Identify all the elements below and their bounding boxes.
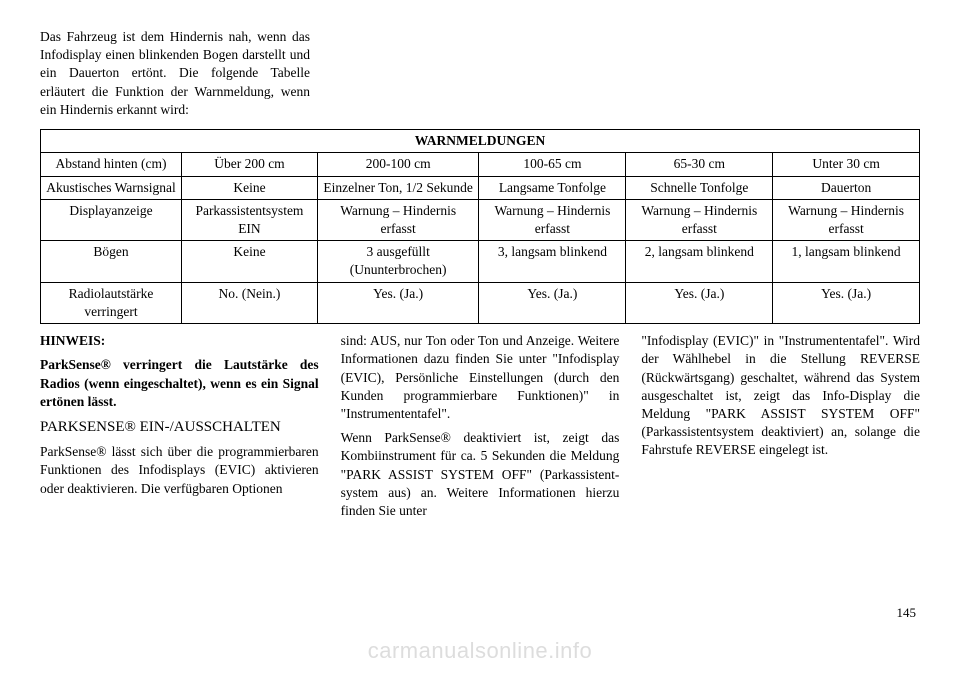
cell: Keine [181,176,317,199]
cell: Warnung – Hindernis erfasst [626,199,773,240]
cell: Über 200 cm [181,153,317,176]
watermark: carmanualsonline.info [0,636,960,666]
cell: Parkassistentsys­tem EIN [181,199,317,240]
body-text: "Infodisplay (EVIC)" in "Instrumen­tenta… [641,332,920,460]
section-heading: PARKSENSE® EIN-/AUSSCHALTEN [40,417,319,437]
cell: Yes. (Ja.) [773,282,920,323]
cell: Warnung – Hindernis erfasst [479,199,626,240]
cell: 3 ausgefüllt (Ununterbrochen) [317,241,478,282]
cell: 100-65 cm [479,153,626,176]
cell: Schnelle Tonfolge [626,176,773,199]
cell: 65-30 cm [626,153,773,176]
cell: Warnung – Hindernis erfasst [773,199,920,240]
intro-text: Das Fahrzeug ist dem Hindernis nah, wenn… [40,28,310,119]
body-text: ParkSense® lässt sich über die pro­gramm… [40,443,319,498]
table-title: WARNMELDUNGEN [41,130,920,153]
table-row: Akustisches Warnsignal Keine Einzelner T… [41,176,920,199]
table-row: Displayanzeige Parkassistentsys­tem EIN … [41,199,920,240]
cell: Langsame Ton­folge [479,176,626,199]
table-row: Bögen Keine 3 ausgefüllt (Ununterbrochen… [41,241,920,282]
table-row: Radiolautstärke verringert No. (Nein.) Y… [41,282,920,323]
text-columns: HINWEIS: ParkSense® verringert die Laut­… [40,332,920,526]
cell: 2, langsam blinkend [626,241,773,282]
cell: Yes. (Ja.) [317,282,478,323]
cell: Radiolautstärke verringert [41,282,182,323]
body-text: sind: AUS, nur Ton oder Ton und Anzeige.… [341,332,620,423]
cell: 200-100 cm [317,153,478,176]
cell: Keine [181,241,317,282]
column-2: sind: AUS, nur Ton oder Ton und Anzeige.… [341,332,620,526]
note-label: HINWEIS: [40,333,105,348]
cell: Yes. (Ja.) [626,282,773,323]
cell: No. (Nein.) [181,282,317,323]
cell: Unter 30 cm [773,153,920,176]
cell: 1, langsam blinkend [773,241,920,282]
column-3: "Infodisplay (EVIC)" in "Instrumen­tenta… [641,332,920,526]
warnings-table: WARNMELDUNGEN Abstand hinten (cm) Über 2… [40,129,920,324]
cell: Dauerton [773,176,920,199]
column-1: HINWEIS: ParkSense® verringert die Laut­… [40,332,319,526]
table-row: Abstand hinten (cm) Über 200 cm 200-100 … [41,153,920,176]
cell: Abstand hinten (cm) [41,153,182,176]
cell: Displayanzeige [41,199,182,240]
cell: Warnung – Hindernis erfasst [317,199,478,240]
cell: Akustisches Warnsignal [41,176,182,199]
page-number: 145 [897,604,917,622]
cell: Einzelner Ton, 1/2 Sekunde [317,176,478,199]
cell: Yes. (Ja.) [479,282,626,323]
cell: 3, langsam blinkend [479,241,626,282]
body-text: Wenn ParkSense® deaktiviert ist, zeigt d… [341,429,620,520]
note-body: ParkSense® verringert die Laut­stärke de… [40,356,319,411]
cell: Bögen [41,241,182,282]
